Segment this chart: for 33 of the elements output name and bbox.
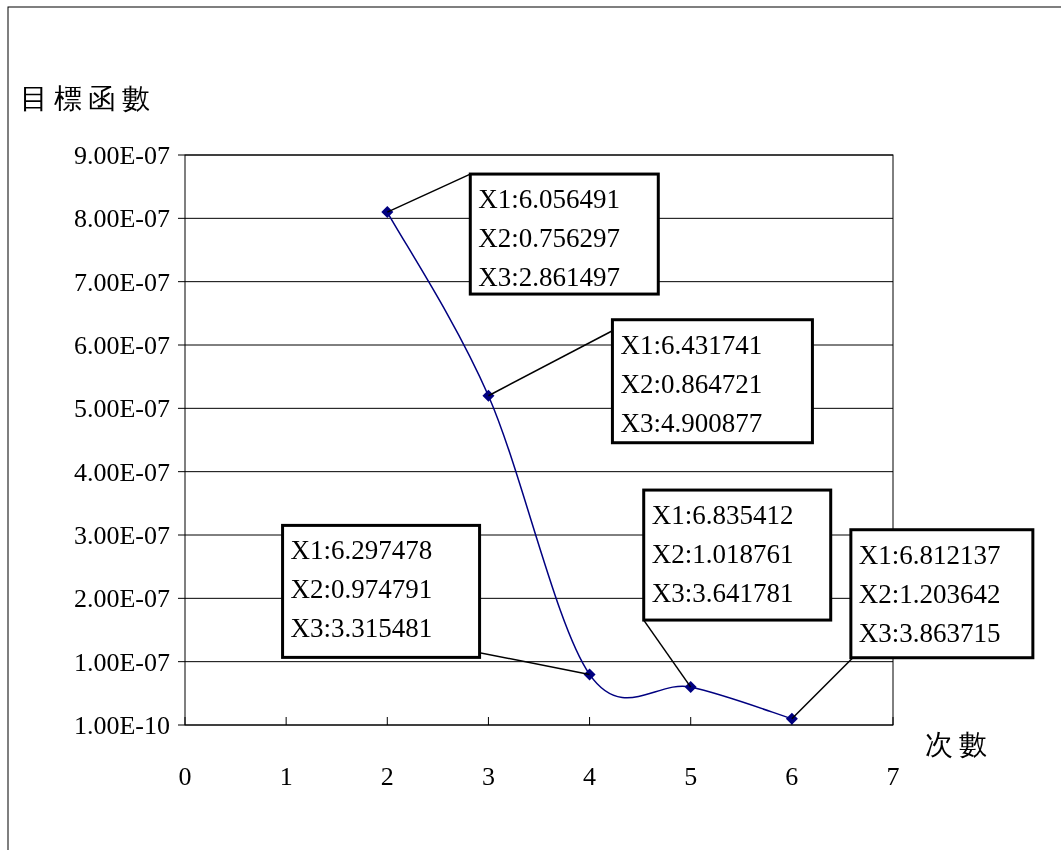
y-tick-label: 7.00E-07 [73, 267, 170, 297]
x-tick-label: 1 [279, 762, 293, 791]
x-axis-title: 次數 [925, 729, 993, 760]
y-tick-label: 6.00E-07 [73, 331, 170, 360]
annotation: X1:6.056491 X2:0.756297 X3:2.861497 [386, 172, 660, 296]
annotation: X1:6.835412 X2:1.018761 X3:3.641781 [651, 500, 794, 609]
y-tick-label: 8.00E-07 [73, 204, 170, 234]
y-tick-label: 2.00E-07 [73, 584, 170, 614]
x-tick-label: 3 [481, 762, 495, 791]
point [482, 389, 495, 402]
x-tick-label: 7 [886, 762, 900, 791]
x-tick-label: 0 [178, 762, 192, 791]
y-tick-label: 1.00E-07 [73, 647, 170, 677]
annotation: X1:6.812137 X2:1.203642 X3:3.863715 [858, 539, 1001, 648]
y-tick-label: 3.00E-07 [73, 521, 170, 550]
annotation: X1:6.812137 X2:1.203642 X3:3.863715 [791, 528, 1035, 720]
y-tick-label: 1.00E-10 [73, 711, 170, 740]
x-tick-label: 5 [684, 762, 698, 791]
y-tick-label: 9.00E-07 [73, 141, 170, 170]
annotation: X1:6.431741 X2:0.864721 X3:4.900877 [487, 318, 814, 445]
point [381, 206, 394, 219]
y-tick-label: 5.00E-07 [73, 394, 170, 424]
x-tick-label: 6 [785, 762, 799, 791]
point [684, 681, 697, 694]
y-tick-label: 4.00E-07 [73, 457, 170, 487]
annotation: X1:6.835412 X2:1.018761 X3:3.641781 [642, 488, 833, 688]
annotation: X1:6.297478 X2:0.974791 X3:3.315481 [290, 535, 433, 644]
x-tick-label: 2 [380, 762, 394, 791]
x-tick-label: 4 [583, 762, 597, 791]
annotation: X1:6.297478 X2:0.974791 X3:3.315481 [281, 523, 591, 676]
y-axis-title: 目標函數 [20, 83, 156, 114]
annotation: X1:6.431741 X2:0.864721 X3:4.900877 [620, 329, 763, 438]
annotation: X1:6.056491 X2:0.756297 X3:2.861497 [478, 184, 621, 293]
